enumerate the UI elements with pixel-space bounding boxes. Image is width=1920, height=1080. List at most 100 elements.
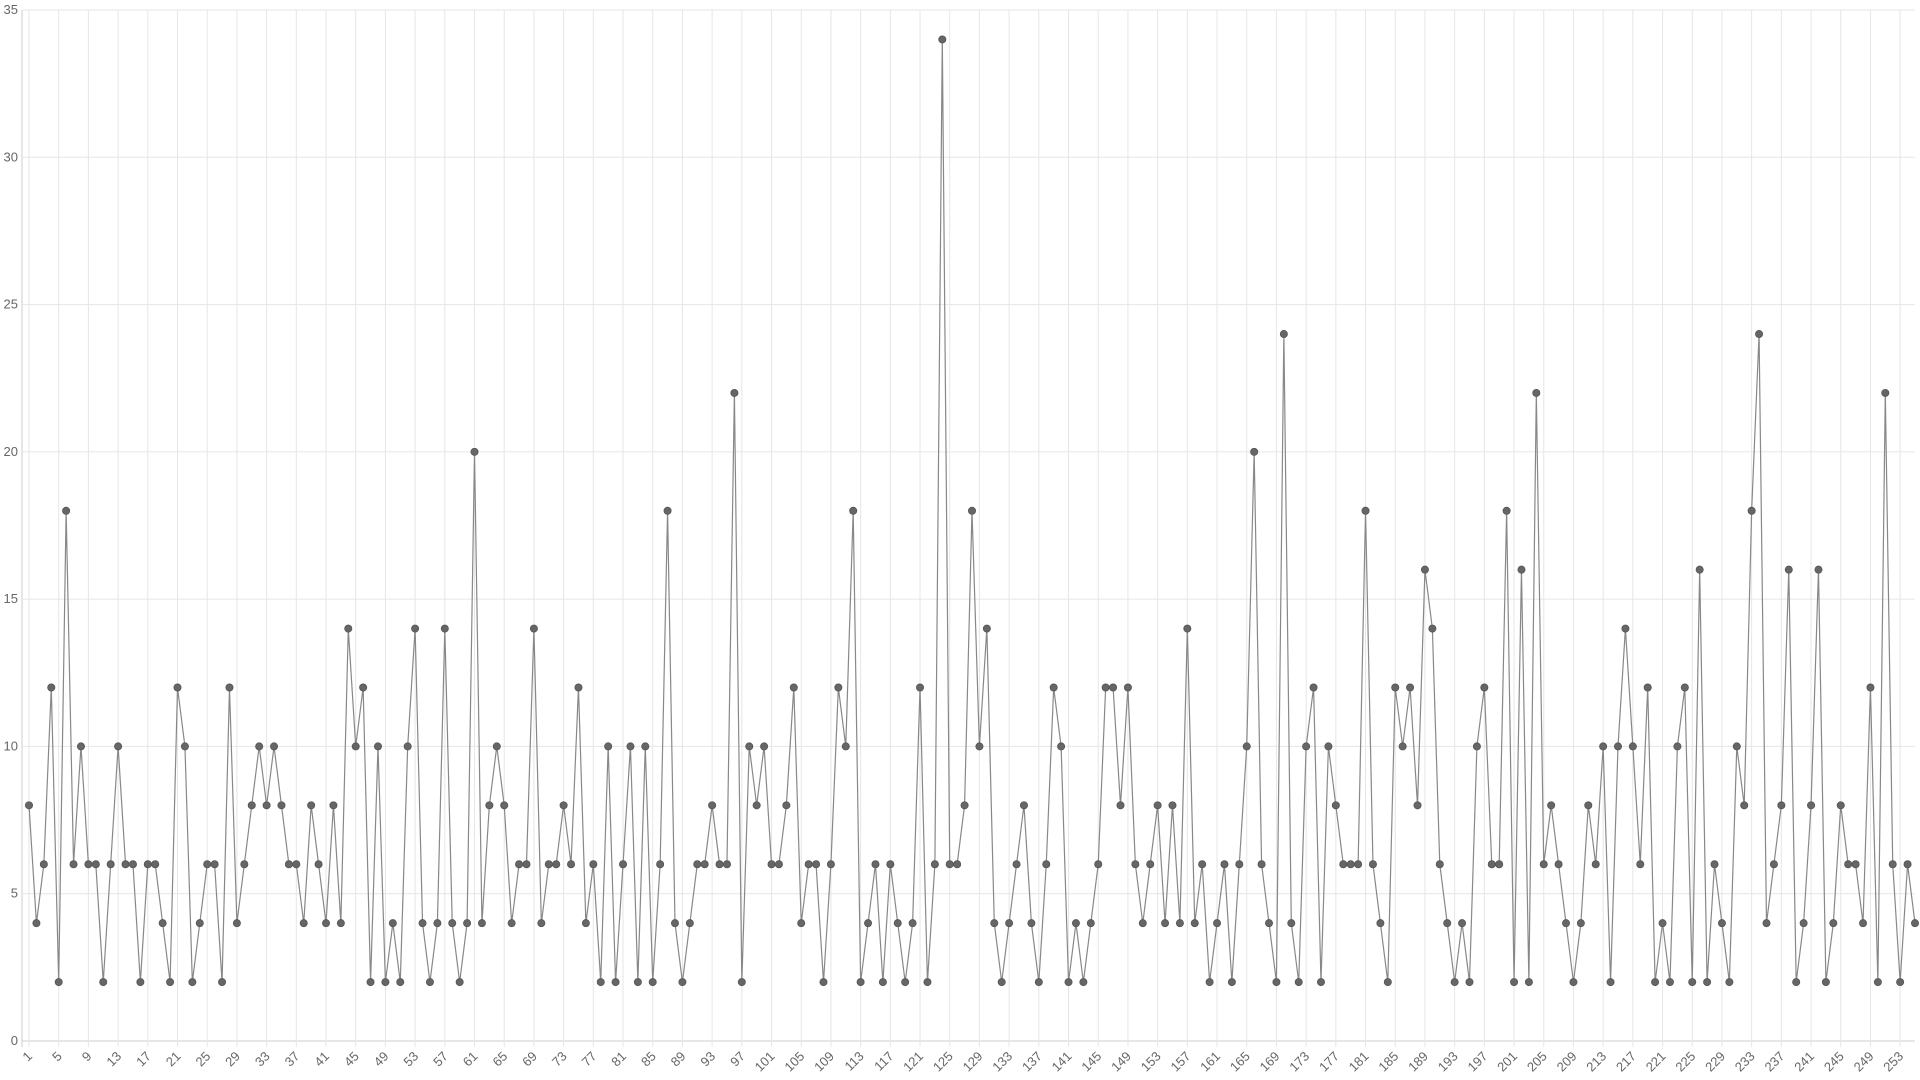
data-point <box>626 742 635 751</box>
y-tick-label: 30 <box>4 149 18 164</box>
x-tick-label: 41 <box>311 1049 332 1070</box>
data-point <box>685 919 694 928</box>
data-point <box>158 919 167 928</box>
data-point <box>47 683 56 692</box>
data-point <box>1309 683 1318 692</box>
data-point <box>552 860 561 869</box>
data-point <box>982 624 991 633</box>
data-point <box>136 978 145 987</box>
data-point <box>581 919 590 928</box>
data-point <box>1034 978 1043 987</box>
data-point <box>440 624 449 633</box>
x-tick-label: 153 <box>1138 1049 1164 1075</box>
data-point <box>128 860 137 869</box>
data-point <box>455 978 464 987</box>
data-point <box>180 742 189 751</box>
data-point <box>1896 978 1905 987</box>
data-point <box>381 978 390 987</box>
data-point <box>373 742 382 751</box>
data-point <box>1450 978 1459 987</box>
data-point <box>188 978 197 987</box>
data-point <box>1376 919 1385 928</box>
data-point <box>1740 801 1749 810</box>
data-point <box>1265 919 1274 928</box>
x-tick-label: 185 <box>1375 1049 1401 1075</box>
data-point <box>878 978 887 987</box>
data-point <box>864 919 873 928</box>
data-point <box>767 860 776 869</box>
data-point <box>715 860 724 869</box>
data-point <box>1064 978 1073 987</box>
data-point <box>923 978 932 987</box>
data-point <box>1769 860 1778 869</box>
data-point <box>121 860 130 869</box>
data-point <box>232 919 241 928</box>
data-point <box>344 624 353 633</box>
x-tick-label: 245 <box>1821 1049 1847 1075</box>
data-point <box>1346 860 1355 869</box>
data-point <box>893 919 902 928</box>
data-point <box>693 860 702 869</box>
x-tick-label: 9 <box>79 1049 95 1065</box>
y-tick-label: 0 <box>11 1033 18 1048</box>
data-point <box>1859 919 1868 928</box>
data-point <box>262 801 271 810</box>
data-point <box>648 978 657 987</box>
data-point <box>507 919 516 928</box>
data-point <box>1599 742 1608 751</box>
data-point <box>745 742 754 751</box>
x-tick-label: 161 <box>1197 1049 1223 1075</box>
data-point <box>1651 978 1660 987</box>
data-point <box>1881 388 1890 397</box>
data-point <box>433 919 442 928</box>
data-point <box>351 742 360 751</box>
data-point <box>1213 919 1222 928</box>
x-tick-label: 137 <box>1019 1049 1045 1075</box>
data-point <box>975 742 984 751</box>
data-point <box>359 683 368 692</box>
data-point <box>418 919 427 928</box>
data-point <box>1153 801 1162 810</box>
data-point <box>411 624 420 633</box>
data-point <box>1636 860 1645 869</box>
data-point <box>448 919 457 928</box>
data-point <box>1361 506 1370 515</box>
data-point <box>1665 978 1674 987</box>
data-point <box>1391 683 1400 692</box>
data-point <box>54 978 63 987</box>
data-point <box>1673 742 1682 751</box>
data-point <box>1079 978 1088 987</box>
data-point <box>1316 978 1325 987</box>
data-point <box>871 860 880 869</box>
data-point <box>1324 742 1333 751</box>
data-point <box>901 978 910 987</box>
data-point <box>307 801 316 810</box>
data-point <box>656 860 665 869</box>
data-point <box>500 801 509 810</box>
x-tick-label: 105 <box>781 1049 807 1075</box>
data-point <box>106 860 115 869</box>
x-tick-label: 149 <box>1108 1049 1134 1075</box>
data-point <box>1532 388 1541 397</box>
x-tick-label: 13 <box>103 1049 124 1070</box>
x-tick-label: 65 <box>489 1049 510 1070</box>
x-tick-label: 37 <box>282 1049 303 1070</box>
data-point <box>39 860 48 869</box>
x-tick-label: 1 <box>19 1049 35 1065</box>
data-point <box>463 919 472 928</box>
data-point <box>567 860 576 869</box>
data-point <box>322 919 331 928</box>
data-point <box>1755 330 1764 339</box>
data-point <box>960 801 969 810</box>
data-point <box>1502 506 1511 515</box>
data-point <box>789 683 798 692</box>
data-point <box>1071 919 1080 928</box>
data-point <box>1049 683 1058 692</box>
data-point <box>1057 742 1066 751</box>
data-point <box>953 860 962 869</box>
data-point <box>166 978 175 987</box>
data-point <box>641 742 650 751</box>
x-tick-label: 97 <box>727 1049 748 1070</box>
data-point <box>1205 978 1214 987</box>
data-point <box>1807 801 1816 810</box>
